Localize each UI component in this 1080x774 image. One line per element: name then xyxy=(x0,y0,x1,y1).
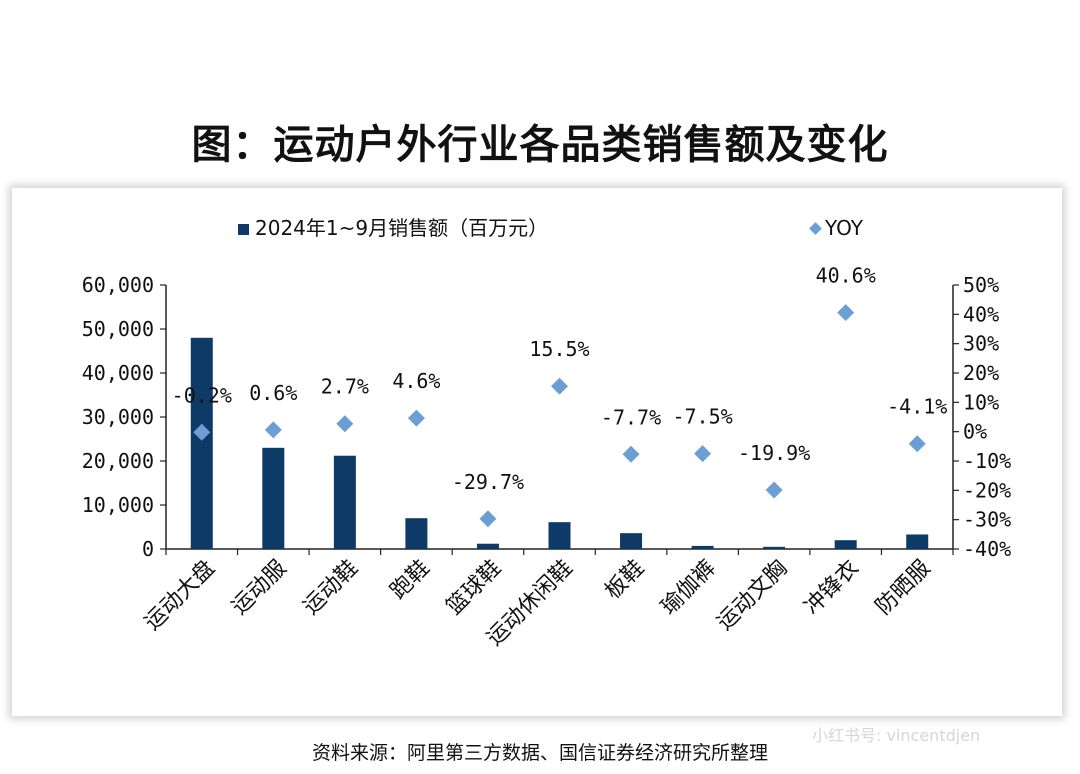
yoy-marker xyxy=(837,304,855,322)
bar xyxy=(906,534,929,549)
right-tick-label: 40% xyxy=(963,302,999,326)
yoy-marker xyxy=(479,510,497,528)
yoy-label: -7.7% xyxy=(601,405,661,429)
category-label: 瑜伽裤 xyxy=(656,556,720,620)
bar xyxy=(691,545,714,549)
right-tick-label: 0% xyxy=(963,420,987,444)
yoy-label: -29.7% xyxy=(452,470,524,494)
bar xyxy=(763,546,786,549)
chart-svg: 2024年1~9月销售额（百万元） YOY 0 10,000 20,000 30,00… xyxy=(82,216,1011,651)
yoy-marker xyxy=(407,409,425,427)
left-tick-label: 60,000 xyxy=(82,273,154,297)
right-tick-label: -20% xyxy=(963,478,1011,502)
right-tick-label: 20% xyxy=(963,361,999,385)
bars xyxy=(190,337,929,549)
yoy-label: 2.7% xyxy=(321,375,369,399)
yoy-label: -0.2% xyxy=(172,383,232,407)
source-note: 资料来源：阿里第三方数据、国信证券经济研究所整理 xyxy=(311,742,768,764)
category-label: 防晒服 xyxy=(871,556,935,620)
bar xyxy=(333,455,356,549)
right-tick-label: -10% xyxy=(963,449,1011,473)
left-tick-label: 40,000 xyxy=(82,361,154,385)
page-title: 图：运动户外行业各品类销售额及变化 xyxy=(191,122,889,168)
yoy-label: 15.5% xyxy=(529,337,589,361)
left-tick-label: 20,000 xyxy=(82,449,154,473)
yoy-label: -7.5% xyxy=(672,405,732,429)
legend-yoy-label: YOY xyxy=(824,216,864,240)
yoy-markers xyxy=(193,304,926,528)
bar xyxy=(190,337,213,549)
bar xyxy=(620,533,643,549)
legend-bar-label: 2024年1~9月销售额（百万元） xyxy=(255,216,548,240)
legend-bar-swatch xyxy=(238,224,249,235)
right-tick-label: -40% xyxy=(963,537,1011,561)
left-tick-label: 30,000 xyxy=(82,405,154,429)
yoy-label: 40.6% xyxy=(816,264,876,288)
right-tick-label: 30% xyxy=(963,332,999,356)
category-label: 运动文胸 xyxy=(712,556,792,636)
yoy-marker xyxy=(694,445,712,463)
category-label: 跑鞋 xyxy=(386,556,435,605)
watermark: 小红书号: vincentdjen xyxy=(812,726,981,745)
left-tick-label: 10,000 xyxy=(82,493,154,517)
yoy-marker xyxy=(193,423,211,441)
yoy-data-labels: -0.2% 0.6% 2.7% 4.6% -29.7% 15.5% -7.7% -7.5%-1… xyxy=(172,264,948,494)
legend-yoy-swatch xyxy=(809,222,822,235)
right-tick-label: 50% xyxy=(963,273,999,297)
category-label: 冲锋衣 xyxy=(800,556,864,620)
yoy-label: 4.6% xyxy=(392,369,440,393)
bar xyxy=(262,447,285,549)
yoy-marker xyxy=(264,421,282,439)
yoy-marker xyxy=(622,445,640,463)
right-tick-label: -30% xyxy=(963,508,1011,532)
yoy-label: -4.1% xyxy=(887,395,947,419)
legend: 2024年1~9月销售额（百万元） YOY xyxy=(238,216,864,240)
yoy-marker xyxy=(336,415,354,433)
category-label: 板鞋 xyxy=(600,556,649,605)
yoy-label: -19.9% xyxy=(738,441,810,465)
bar xyxy=(834,540,857,549)
yoy-marker xyxy=(551,377,568,395)
chart-card: 2024年1~9月销售额（百万元） YOY 0 10,000 20,000 30,00… xyxy=(12,188,1062,716)
yoy-marker xyxy=(765,481,783,499)
bar xyxy=(405,518,428,549)
category-label: 运动服 xyxy=(227,556,291,620)
left-tick-label: 50,000 xyxy=(82,317,154,341)
bar xyxy=(548,522,571,549)
category-label: 运动鞋 xyxy=(299,556,363,620)
category-label: 篮球鞋 xyxy=(442,556,506,620)
axes: 0 10,000 20,000 30,000 40,000 50,000 60,000 -40… xyxy=(82,273,1011,561)
right-tick-label: 10% xyxy=(963,390,999,414)
category-label: 运动大盘 xyxy=(140,556,220,636)
left-tick-label: 0 xyxy=(142,537,154,561)
bar xyxy=(476,543,499,549)
yoy-label: 0.6% xyxy=(249,381,297,405)
yoy-marker xyxy=(908,435,926,453)
